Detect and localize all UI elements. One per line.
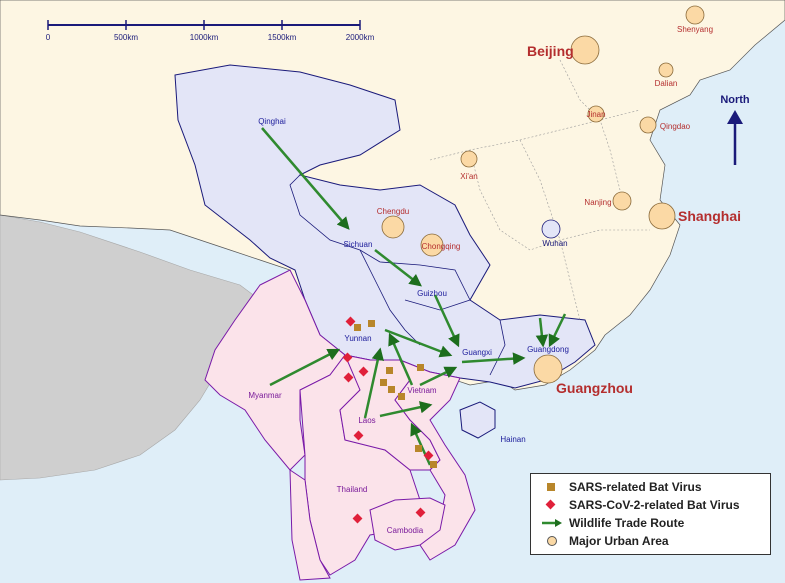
arrow-icon xyxy=(541,516,563,530)
legend-label: Major Urban Area xyxy=(569,534,669,548)
scale-bar: 0 500km 1000km 1500km 2000km xyxy=(46,20,375,42)
label-shenyang: Shenyang xyxy=(677,25,713,34)
urban-shenyang xyxy=(685,5,705,25)
cambodia-region xyxy=(369,497,446,551)
label-vietnam: Vietnam xyxy=(407,386,437,395)
square-icon xyxy=(541,480,563,494)
label-nanjing: Nanjing xyxy=(584,198,611,207)
route-qinghai-sichuan xyxy=(261,127,350,230)
legend-item-sars: SARS-related Bat Virus xyxy=(541,479,702,495)
label-sichuan: Sichuan xyxy=(344,240,373,249)
circle-icon xyxy=(541,534,563,548)
urban-dalian xyxy=(658,62,674,78)
urban-beijing xyxy=(570,35,600,65)
label-guizhou: Guizhou xyxy=(417,289,447,298)
route-myanmar-yunnan xyxy=(269,348,341,387)
scale-tick-500: 500km xyxy=(114,33,138,42)
label-guangdong: Guangdong xyxy=(527,345,569,354)
label-guangzhou: Guangzhou xyxy=(556,380,633,396)
urban-qingdao xyxy=(639,116,657,134)
legend-item-route: Wildlife Trade Route xyxy=(541,515,684,531)
scale-tick-1500: 1500km xyxy=(268,33,297,42)
label-guangxi: Guangxi xyxy=(462,348,492,357)
route-north-guangdong-b xyxy=(548,313,567,348)
route-north-guangdong-a xyxy=(535,317,549,348)
label-myanmar: Myanmar xyxy=(248,391,282,400)
legend-label: SARS-related Bat Virus xyxy=(569,480,702,494)
urban-chongqing xyxy=(420,233,444,257)
label-yunnan: Yunnan xyxy=(344,334,371,343)
label-qingdao: Qingdao xyxy=(660,122,691,131)
hainan-island xyxy=(459,401,496,439)
urban-guangzhou xyxy=(533,354,563,384)
label-cambodia: Cambodia xyxy=(387,526,424,535)
label-shanghai: Shanghai xyxy=(678,208,741,224)
label-hainan: Hainan xyxy=(500,435,525,444)
urban-chengdu xyxy=(381,215,405,239)
label-wuhan: Wuhan xyxy=(542,239,567,248)
route-laos-yunnan xyxy=(363,347,384,419)
legend-label: SARS-CoV-2-related Bat Virus xyxy=(569,498,740,512)
label-beijing: Beijing xyxy=(527,43,574,59)
diamond-icon xyxy=(541,498,563,512)
north-label: North xyxy=(720,94,750,106)
scale-tick-0: 0 xyxy=(46,33,51,42)
legend-item-cov2: SARS-CoV-2-related Bat Virus xyxy=(541,497,740,513)
north-arrow: North xyxy=(720,94,750,165)
urban-jinan xyxy=(587,105,605,123)
north-arrow-head-icon xyxy=(727,110,743,124)
route-guangxi-guangdong xyxy=(461,352,526,365)
legend-item-urban: Major Urban Area xyxy=(541,533,669,549)
scale-tick-2000: 2000km xyxy=(346,33,375,42)
label-dalian: Dalian xyxy=(655,79,678,88)
urban-areas xyxy=(381,5,705,384)
urban-shanghai xyxy=(648,202,676,230)
label-laos: Laos xyxy=(358,416,375,425)
urban-nanjing xyxy=(612,191,632,211)
label-xian: Xi'an xyxy=(460,172,478,181)
trade-routes xyxy=(261,127,567,466)
label-chongqing: Chongqing xyxy=(422,242,461,251)
urban-xian xyxy=(460,150,478,168)
route-vietnam-guangxi xyxy=(419,366,458,387)
malay-peninsula xyxy=(289,469,331,581)
label-thailand: Thailand xyxy=(337,485,368,494)
legend: SARS-related Bat Virus SARS-CoV-2-relate… xyxy=(530,473,771,555)
route-guizhou-guangxi xyxy=(433,294,460,348)
urban-wuhan xyxy=(541,219,561,239)
label-chengdu: Chengdu xyxy=(377,207,409,216)
cov2-markers xyxy=(342,316,434,524)
legend-label: Wildlife Trade Route xyxy=(569,516,685,530)
route-vietnam-yunnan xyxy=(388,332,414,386)
route-sichuan-guizhou xyxy=(374,249,422,287)
label-qinghai: Qinghai xyxy=(258,117,286,126)
sars-markers xyxy=(354,320,437,468)
scale-tick-1000: 1000km xyxy=(190,33,219,42)
route-laos-vietnam xyxy=(379,401,433,418)
label-jinan: Jinan xyxy=(586,110,605,119)
